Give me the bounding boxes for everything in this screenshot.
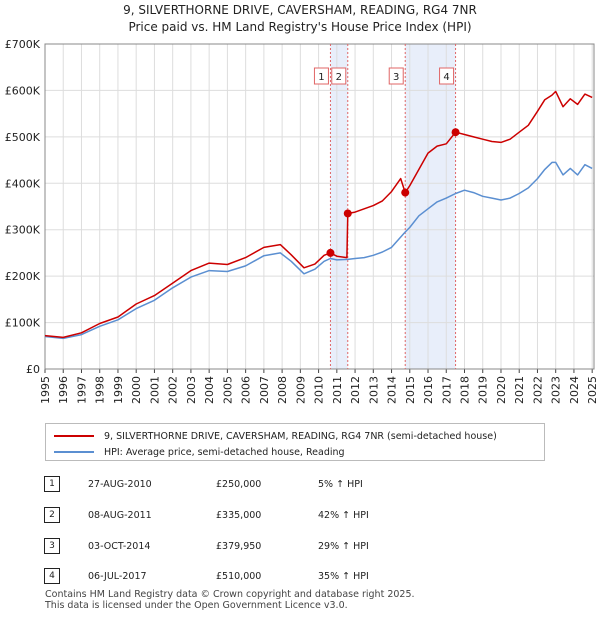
x-tick-label: 1997 bbox=[75, 376, 88, 404]
x-tick-label: 2016 bbox=[422, 376, 435, 404]
y-tick-label: £200K bbox=[5, 270, 41, 283]
sale-point bbox=[451, 128, 460, 137]
transaction-row: 4 06-JUL-2017 £510,000 35% ↑ HPI bbox=[0, 566, 600, 598]
sale-point bbox=[401, 188, 410, 197]
marker-label: 2 bbox=[336, 72, 342, 83]
transaction-price: £379,950 bbox=[216, 541, 262, 552]
y-tick-label: £300K bbox=[5, 224, 41, 237]
x-tick-label: 1999 bbox=[112, 376, 125, 404]
sale-point bbox=[343, 209, 352, 218]
x-tick-label: 2011 bbox=[331, 376, 344, 404]
legend-swatch-hpi bbox=[54, 451, 94, 453]
x-tick-label: 2020 bbox=[495, 376, 508, 404]
transaction-row: 1 27-AUG-2010 £250,000 5% ↑ HPI bbox=[0, 474, 600, 506]
y-tick-label: £700K bbox=[5, 38, 41, 51]
x-tick-label: 2013 bbox=[367, 376, 380, 404]
marker-label-box bbox=[439, 67, 455, 85]
marker-label-box bbox=[331, 67, 347, 85]
x-tick-label: 2017 bbox=[440, 376, 453, 404]
x-tick-label: 2009 bbox=[294, 376, 307, 404]
legend-item-property: 9, SILVERTHORNE DRIVE, CAVERSHAM, READIN… bbox=[54, 429, 497, 443]
transaction-date: 03-OCT-2014 bbox=[88, 541, 151, 552]
plot-area bbox=[45, 44, 594, 369]
x-tick-label: 2019 bbox=[477, 376, 490, 404]
chart-subtitle: Price paid vs. HM Land Registry's House … bbox=[128, 20, 472, 34]
price-chart: £0 £100K £200K £300K £400K £500K £600K £700K 199… bbox=[5, 38, 599, 404]
y-tick-label: £500K bbox=[5, 131, 41, 144]
marker-label: 4 bbox=[443, 72, 449, 83]
transaction-number: 2 bbox=[44, 507, 60, 523]
transaction-date: 27-AUG-2010 bbox=[88, 479, 152, 490]
x-tick-label: 2002 bbox=[167, 376, 180, 404]
x-tick-label: 2004 bbox=[203, 376, 216, 404]
transaction-row: 3 03-OCT-2014 £379,950 29% ↑ HPI bbox=[0, 536, 600, 568]
transaction-price: £250,000 bbox=[216, 479, 262, 490]
x-tick-label: 1995 bbox=[39, 376, 52, 404]
transaction-hpi: 5% ↑ HPI bbox=[318, 479, 363, 490]
x-tick-label: 2025 bbox=[586, 376, 599, 404]
transaction-date: 06-JUL-2017 bbox=[88, 571, 147, 582]
transaction-price: £510,000 bbox=[216, 571, 262, 582]
x-tick-label: 2022 bbox=[531, 376, 544, 404]
chart-legend: 9, SILVERTHORNE DRIVE, CAVERSHAM, READIN… bbox=[45, 423, 545, 461]
transaction-hpi: 42% ↑ HPI bbox=[318, 510, 369, 521]
series-line-hpi bbox=[44, 161, 593, 340]
shaded-range bbox=[330, 44, 348, 369]
x-tick-label: 2015 bbox=[404, 376, 417, 404]
transaction-date: 08-AUG-2011 bbox=[88, 510, 152, 521]
x-tick-label: 2014 bbox=[386, 376, 399, 404]
transaction-number: 4 bbox=[44, 568, 60, 584]
transaction-price: £335,000 bbox=[216, 510, 262, 521]
transaction-number: 3 bbox=[44, 538, 60, 554]
x-tick-label: 1998 bbox=[94, 376, 107, 404]
marker-label-box bbox=[388, 67, 404, 85]
x-tick-label: 2006 bbox=[240, 376, 253, 404]
x-tick-label: 2003 bbox=[185, 376, 198, 404]
transaction-number: 1 bbox=[44, 476, 60, 492]
x-tick-label: 2001 bbox=[148, 376, 161, 404]
legend-label-property: 9, SILVERTHORNE DRIVE, CAVERSHAM, READIN… bbox=[104, 430, 497, 442]
series-line-property bbox=[44, 90, 593, 339]
legend-label-hpi: HPI: Average price, semi-detached house,… bbox=[104, 446, 345, 458]
marker-label-box bbox=[313, 67, 329, 85]
legend-swatch-property bbox=[54, 435, 94, 437]
plot-border bbox=[44, 43, 595, 370]
x-tick-label: 2023 bbox=[550, 376, 563, 404]
x-tick-label: 2012 bbox=[349, 376, 362, 404]
x-tick-label: 1996 bbox=[57, 376, 70, 404]
footer-copyright: Contains HM Land Registry data © Crown c… bbox=[45, 589, 415, 600]
transaction-hpi: 29% ↑ HPI bbox=[318, 541, 369, 552]
footer-licence: This data is licensed under the Open Gov… bbox=[45, 600, 348, 611]
chart-title: 9, SILVERTHORNE DRIVE, CAVERSHAM, READIN… bbox=[123, 3, 477, 17]
legend-item-hpi: HPI: Average price, semi-detached house,… bbox=[54, 445, 345, 459]
marker-label: 3 bbox=[393, 72, 399, 83]
sale-point bbox=[326, 248, 335, 257]
y-tick-label: £100K bbox=[5, 317, 41, 330]
y-tick-label: £400K bbox=[5, 177, 41, 190]
x-tick-label: 2000 bbox=[130, 376, 143, 404]
y-tick-label: £0 bbox=[26, 363, 40, 376]
x-tick-label: 2008 bbox=[276, 376, 289, 404]
transaction-row: 2 08-AUG-2011 £335,000 42% ↑ HPI bbox=[0, 505, 600, 537]
marker-label: 1 bbox=[318, 72, 324, 83]
x-tick-label: 2007 bbox=[258, 376, 271, 404]
x-tick-label: 2024 bbox=[568, 376, 581, 404]
x-tick-label: 2021 bbox=[513, 376, 526, 404]
x-tick-label: 2018 bbox=[459, 376, 472, 404]
x-tick-label: 2010 bbox=[313, 376, 326, 404]
y-tick-label: £600K bbox=[5, 84, 41, 97]
transaction-hpi: 35% ↑ HPI bbox=[318, 571, 369, 582]
x-tick-label: 2005 bbox=[221, 376, 234, 404]
